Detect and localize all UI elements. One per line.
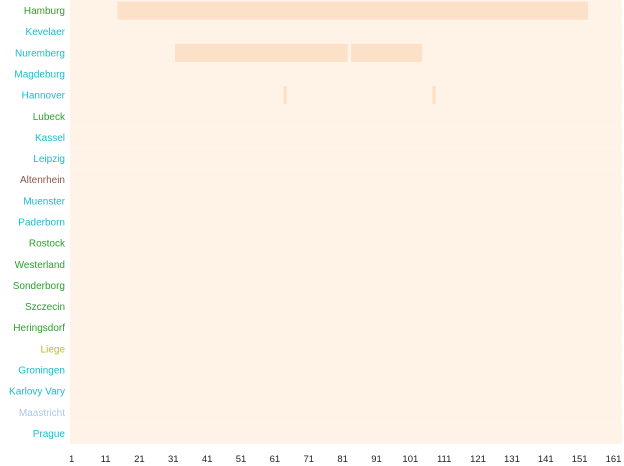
x-tick-label: 101: [402, 454, 418, 465]
plot-area: [70, 0, 622, 444]
row-label: Nuremberg: [15, 48, 65, 59]
row-label: Lubeck: [33, 112, 66, 123]
x-tick-label: 131: [504, 454, 520, 465]
heatmap-row: [70, 85, 622, 106]
row-label: Altenrhein: [20, 175, 65, 186]
heatmap-row: [70, 233, 622, 254]
heatmap-cell: [174, 43, 348, 62]
heatmap-row: [70, 254, 622, 275]
row-label: Szczecin: [25, 302, 65, 313]
heatmap-row: [70, 63, 622, 85]
row-label: Hannover: [22, 91, 66, 102]
x-tick-label: 91: [371, 454, 382, 465]
x-tick-label: 51: [236, 454, 247, 465]
heatmap-row: [70, 211, 622, 233]
row-label: Muenster: [23, 196, 65, 207]
x-tick-label: 141: [538, 454, 554, 465]
heatmap-cell: [432, 86, 436, 105]
row-label: Sonderborg: [13, 281, 65, 292]
row-label: Magdeburg: [14, 70, 65, 81]
x-tick-label: 41: [202, 454, 213, 465]
x-tick-label: 21: [134, 454, 145, 465]
row-label: Paderborn: [18, 218, 65, 229]
row-label: Kevelaer: [26, 27, 66, 38]
x-tick-label: 71: [303, 454, 314, 465]
x-tick-labels: 1 11 21 31 41 51 61 71 81 91 101 111 121 131 141 151 161: [69, 454, 621, 465]
x-tick-label: 121: [470, 454, 486, 465]
row-labels: Hamburg Kevelaer Nuremberg Magdeburg Hannove…: [9, 6, 66, 440]
x-tick-label: 151: [572, 454, 588, 465]
x-tick-label: 81: [337, 454, 348, 465]
row-label: Kassel: [35, 133, 65, 144]
row-label: Rostock: [29, 239, 66, 250]
heatmap-row: [70, 275, 622, 296]
heatmap-row: [70, 296, 622, 317]
x-tick-label: 1: [69, 454, 74, 465]
heatmap-row: [70, 127, 622, 148]
x-tick-label: 11: [101, 454, 111, 465]
heatmap-row: [70, 381, 622, 402]
row-label: Heringsdorf: [13, 323, 65, 334]
x-tick-label: 61: [270, 454, 281, 465]
row-label: Hamburg: [24, 6, 65, 17]
x-tick-label: 31: [168, 454, 179, 465]
row-label: Maastricht: [19, 408, 65, 419]
row-label: Westerland: [15, 260, 65, 271]
heatmap-row: [70, 106, 622, 127]
heatmap-row: [70, 423, 622, 444]
x-tick-label: 111: [437, 454, 451, 465]
row-label: Groningen: [18, 366, 65, 377]
heatmap-row: [70, 21, 622, 42]
heatmap-cell: [283, 86, 287, 105]
heatmap-cell: [351, 43, 423, 62]
heatmap-row: [70, 148, 622, 169]
heatmap-row: [70, 190, 622, 211]
heatmap-cell: [117, 1, 589, 20]
row-label: Leipzig: [33, 154, 65, 165]
row-label: Prague: [33, 429, 66, 440]
heatmap-row: [70, 317, 622, 338]
heatmap-row: [70, 402, 622, 423]
row-label: Liege: [41, 344, 66, 355]
heatmap-row: [70, 338, 622, 359]
row-label: Karlovy Vary: [9, 387, 65, 398]
heatmap-row: [70, 359, 622, 381]
x-tick-label: 161: [606, 454, 622, 465]
heatmap-row: [70, 169, 622, 190]
